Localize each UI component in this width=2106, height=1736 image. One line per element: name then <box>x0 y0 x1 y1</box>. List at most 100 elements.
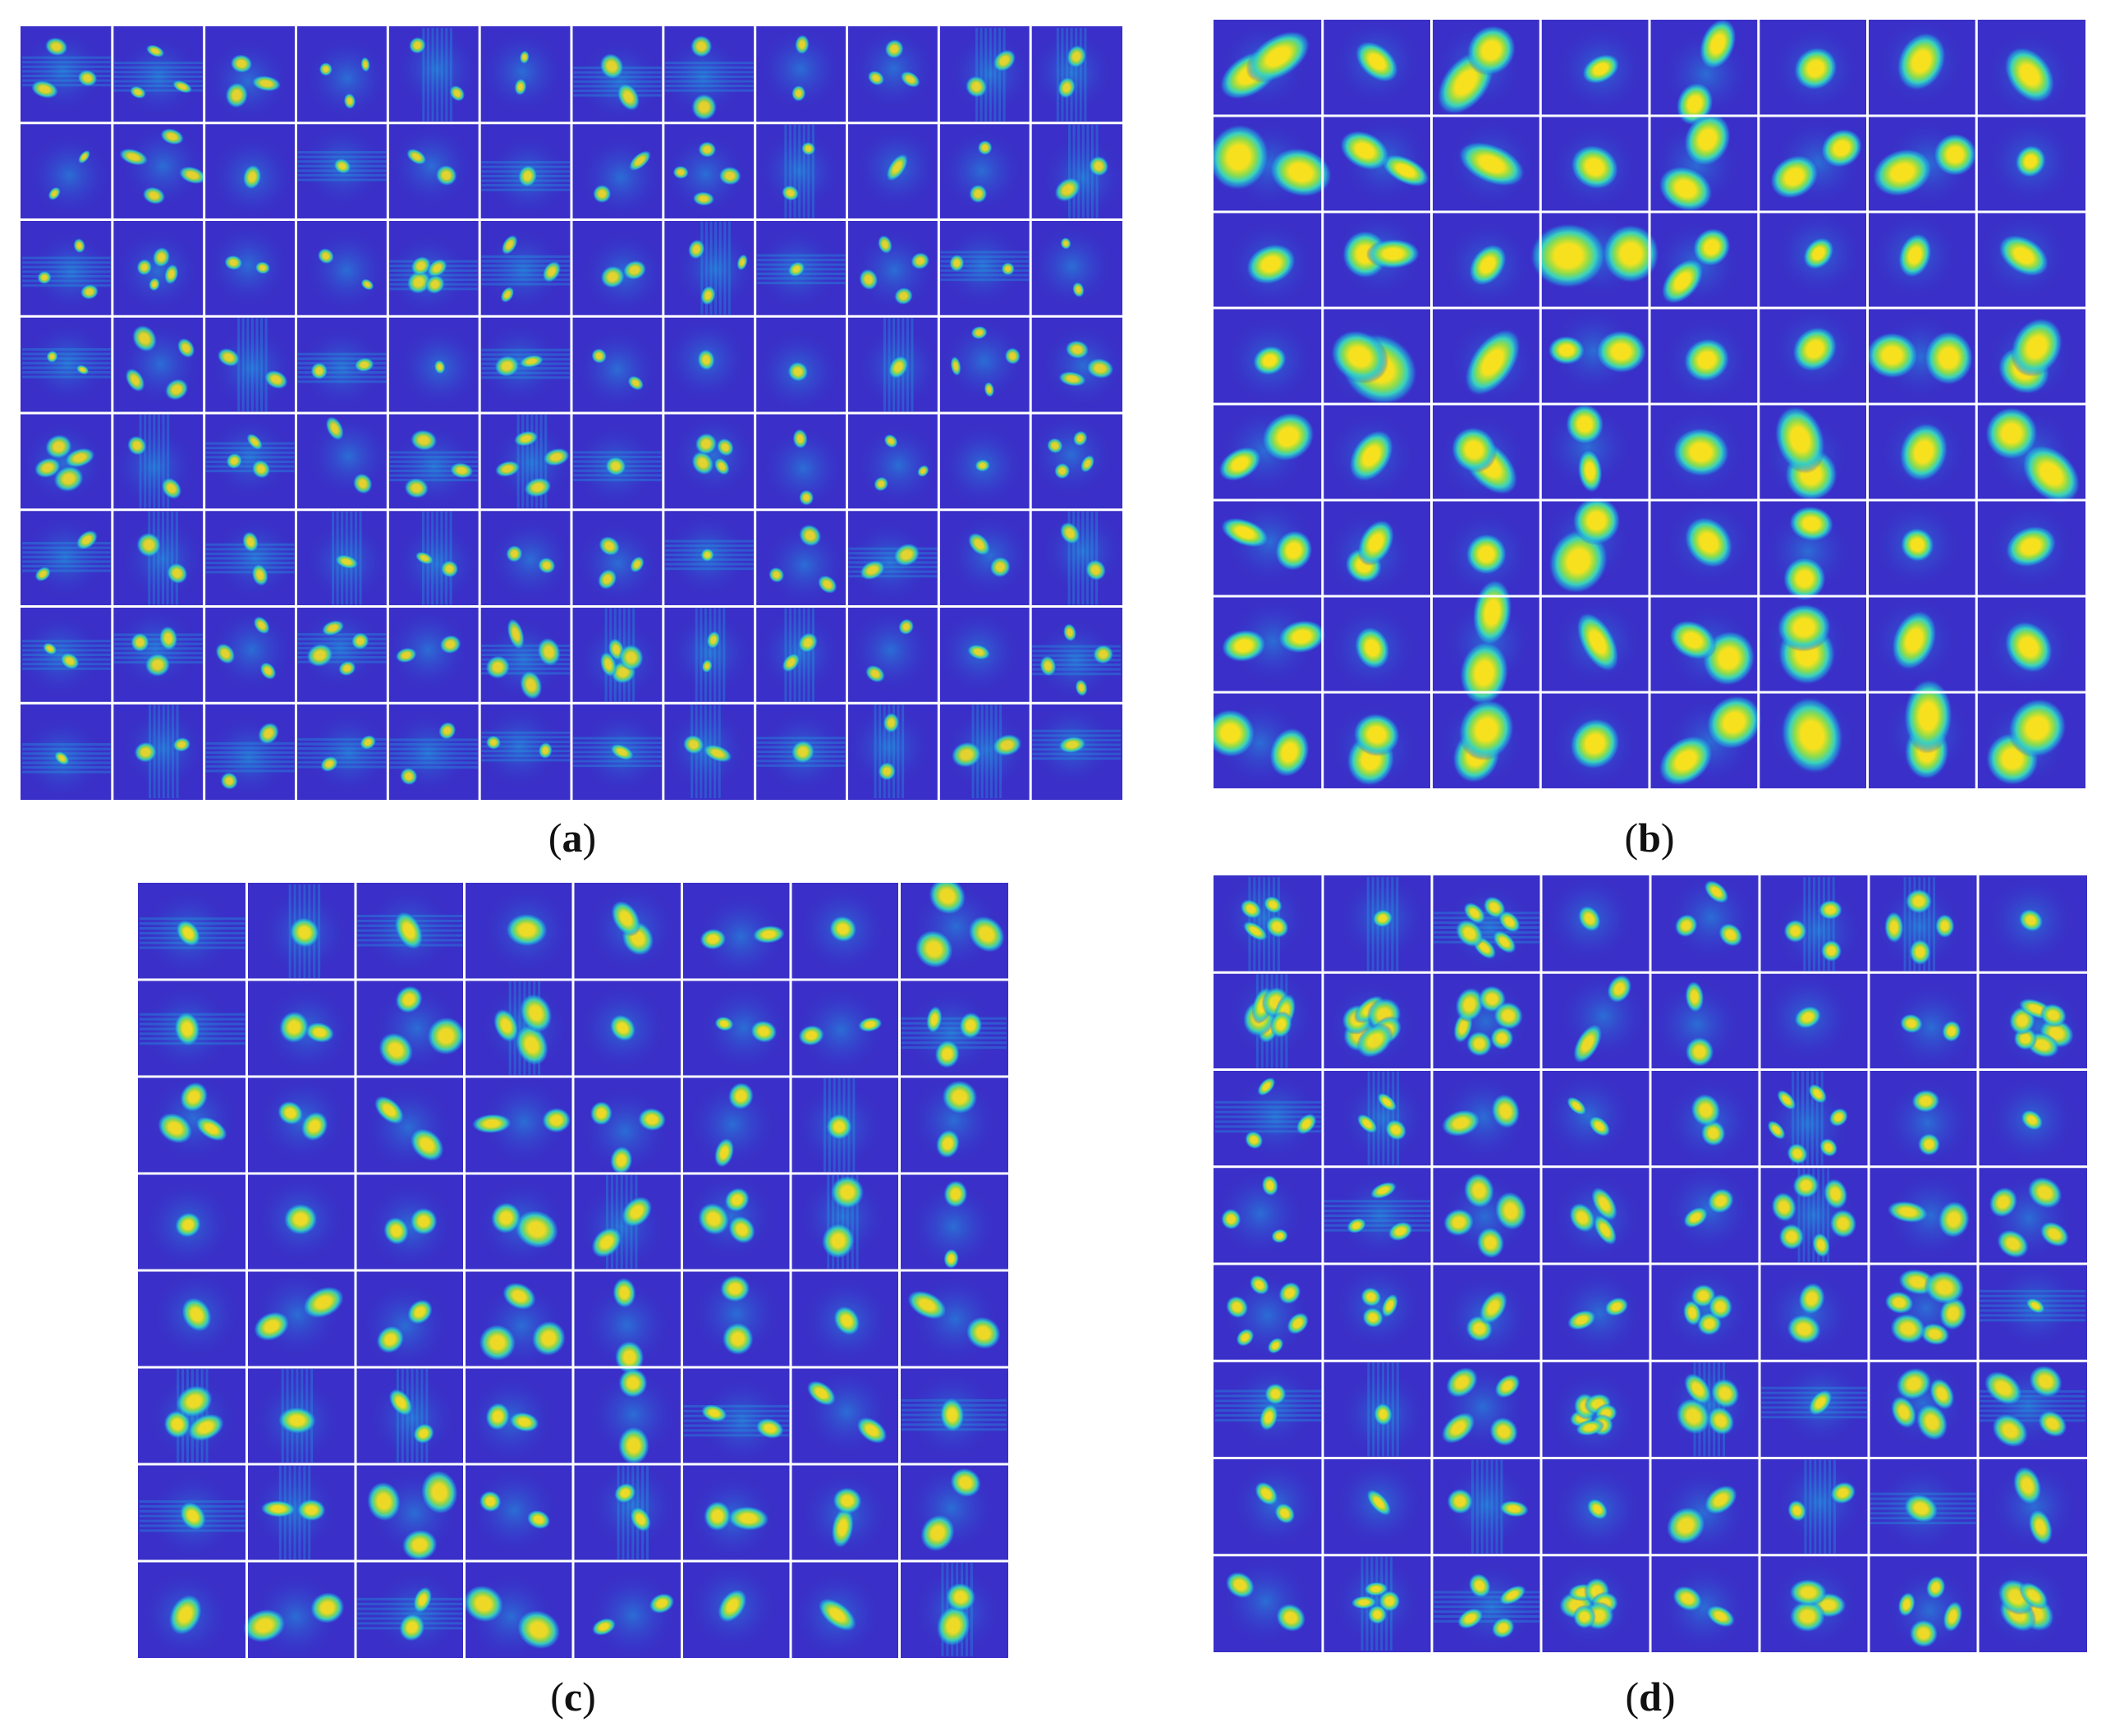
mode-thumbnail <box>1760 1071 1855 1171</box>
mode-thumbnail <box>302 34 392 122</box>
mode-thumbnail <box>116 319 205 408</box>
mode-thumbnail <box>1225 968 1319 1068</box>
mode-thumbnail <box>669 411 759 499</box>
panel-a-svg <box>21 26 1122 800</box>
mode-thumbnail <box>1870 1462 1976 1555</box>
mode-thumbnail <box>1657 1560 1751 1652</box>
mode-thumbnail <box>467 1463 562 1558</box>
mode-thumbnail <box>576 981 670 1075</box>
mode-thumbnail <box>661 130 750 218</box>
mode-thumbnail <box>1660 314 1753 406</box>
mode-thumbnail <box>140 1469 245 1563</box>
mode-thumbnail <box>573 37 664 126</box>
mode-thumbnail <box>671 221 760 315</box>
mode-thumbnail <box>383 605 473 694</box>
mode-thumbnail <box>296 604 387 692</box>
mode-thumbnail <box>1875 20 1968 108</box>
mode-thumbnail <box>1435 411 1529 505</box>
mode-thumbnail <box>1759 595 1852 687</box>
mode-thumbnail <box>1883 1169 1978 1263</box>
mode-thumbnail <box>204 713 295 800</box>
mode-thumbnail <box>1880 1076 1975 1169</box>
mode-thumbnail <box>208 318 297 413</box>
mode-thumbnail <box>204 36 292 126</box>
mode-thumbnail <box>1325 410 1418 503</box>
mode-thumbnail <box>1877 406 1971 498</box>
mode-thumbnail <box>1440 507 1533 601</box>
panel-c-caption: (c) <box>550 1674 596 1720</box>
mode-thumbnail <box>1214 118 1333 211</box>
mode-thumbnail <box>1217 875 1311 971</box>
mode-thumbnail <box>1221 595 1326 688</box>
mode-thumbnail <box>1656 1466 1750 1559</box>
mode-thumbnail <box>937 126 1026 215</box>
mode-thumbnail <box>1549 121 1641 214</box>
mode-thumbnail <box>906 1272 1003 1366</box>
mode-thumbnail <box>22 319 112 407</box>
mode-thumbnail <box>1336 1362 1430 1462</box>
mode-thumbnail <box>1662 496 1755 589</box>
mode-thumbnail <box>661 705 750 798</box>
mode-thumbnail <box>297 122 387 210</box>
mode-thumbnail <box>475 1177 568 1270</box>
mode-thumbnail <box>1659 1263 1754 1357</box>
mode-thumbnail <box>576 608 664 705</box>
mode-thumbnail <box>854 421 943 510</box>
mode-thumbnail <box>1982 600 2076 694</box>
mode-thumbnail <box>1438 975 1533 1068</box>
mode-thumbnail <box>1547 1369 1641 1463</box>
mode-thumbnail <box>576 133 666 222</box>
panel-d-svg <box>1214 875 2087 1652</box>
mode-thumbnail <box>573 325 662 414</box>
mode-thumbnail <box>1650 977 1744 1072</box>
mode-thumbnail <box>383 709 479 798</box>
mode-thumbnail <box>365 1369 459 1465</box>
mode-thumbnail <box>1215 1070 1323 1164</box>
mode-thumbnail <box>486 515 575 604</box>
mode-thumbnail <box>242 1570 345 1658</box>
mode-thumbnail <box>1338 114 1432 207</box>
mode-thumbnail <box>1331 1260 1425 1354</box>
mode-thumbnail <box>1664 603 1757 696</box>
mode-thumbnail <box>573 519 663 608</box>
mode-thumbnail <box>579 229 668 318</box>
mode-thumbnail <box>1223 314 1316 407</box>
mode-thumbnail <box>1662 1358 1756 1457</box>
mode-thumbnail <box>1765 689 1859 782</box>
mode-thumbnail <box>1543 875 1636 966</box>
mode-thumbnail <box>1434 1559 1539 1652</box>
mode-thumbnail <box>21 714 111 800</box>
mode-thumbnail <box>666 608 755 702</box>
panel-d-caption: (d) <box>1625 1674 1676 1720</box>
mode-thumbnail <box>1220 1268 1315 1362</box>
mode-thumbnail <box>392 511 481 608</box>
mode-thumbnail <box>141 1178 235 1272</box>
mode-thumbnail <box>586 1367 681 1466</box>
mode-thumbnail <box>845 518 938 607</box>
mode-thumbnail <box>1661 1162 1755 1256</box>
mode-thumbnail <box>1544 1557 1638 1651</box>
mode-thumbnail <box>1557 969 1650 1064</box>
mode-thumbnail <box>798 1467 892 1561</box>
mode-thumbnail <box>1761 1356 1867 1449</box>
mode-thumbnail <box>1984 875 2078 967</box>
mode-thumbnail <box>1436 1360 1530 1454</box>
mode-thumbnail <box>945 511 1035 600</box>
mode-thumbnail <box>697 981 791 1075</box>
mode-thumbnail <box>1873 877 1966 974</box>
mode-thumbnail <box>755 124 844 218</box>
mode-thumbnail <box>1550 1170 1645 1264</box>
mode-thumbnail <box>478 28 567 117</box>
mode-thumbnail <box>658 32 754 122</box>
mode-thumbnail <box>1769 22 1862 115</box>
mode-thumbnail <box>686 1470 780 1564</box>
mode-thumbnail <box>464 1372 558 1466</box>
mode-thumbnail <box>113 227 202 315</box>
mode-thumbnail <box>149 1268 244 1362</box>
mode-thumbnail <box>145 1369 240 1465</box>
mode-thumbnail <box>1214 1167 1307 1261</box>
mode-thumbnail <box>1984 406 2081 504</box>
mode-thumbnail <box>1554 22 1647 116</box>
mode-thumbnail <box>302 511 391 606</box>
mode-thumbnail <box>248 1463 342 1559</box>
